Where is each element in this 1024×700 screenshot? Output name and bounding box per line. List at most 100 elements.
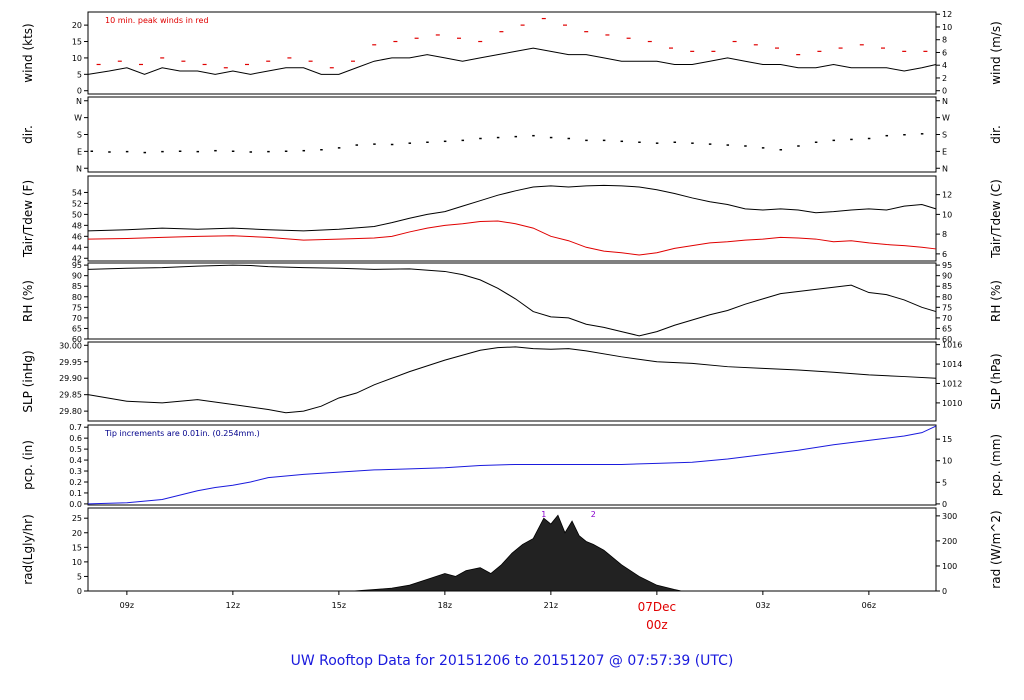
rh-left-tick-label: 60 <box>72 335 82 344</box>
dir-right-tick-label: S <box>942 131 947 140</box>
wind-ylabel-left: wind (kts) <box>21 23 35 82</box>
wind-left-tick-label: 0 <box>77 87 82 96</box>
rad-peak-label: 1 <box>541 510 546 519</box>
wind-right-tick-label: 0 <box>942 87 947 96</box>
x-tick-label: 09z <box>120 601 134 610</box>
wind-ylabel-right: wind (m/s) <box>989 21 1003 85</box>
slp-right-tick-label: 1010 <box>942 399 962 408</box>
wind-frame <box>87 11 937 95</box>
temp-left-tick-label: 54 <box>72 188 82 197</box>
slp-left-tick-label: 29.80 <box>59 407 82 416</box>
dir-point <box>655 142 659 144</box>
rad-peak-label: 2 <box>591 510 596 519</box>
temp-right-tick-label: 6 <box>942 250 947 259</box>
wind-right-tick-label: 4 <box>942 61 947 70</box>
rad-series-0 <box>352 514 682 592</box>
dir-point <box>814 141 818 143</box>
pcp-note: Tip increments are 0.01in. (0.254mm.) <box>104 429 260 438</box>
dir-point <box>885 134 889 137</box>
dir-point <box>355 144 359 146</box>
dir-left-tick-label: N <box>76 164 82 173</box>
pcp-left-tick-label: 0.7 <box>69 423 82 432</box>
x-tick-label: 06z <box>862 601 876 610</box>
dir-point <box>691 142 694 144</box>
dir-point <box>214 149 217 152</box>
pcp-frame <box>87 424 937 506</box>
wind-panel: 0 5 10 15 20 0 2 4 6 8 10 12 wind (kts) wind (m/s) 10 … <box>21 10 1003 96</box>
dir-point <box>744 145 747 147</box>
dir-point <box>585 139 588 142</box>
dir-point <box>143 151 147 154</box>
dir-point <box>920 133 924 135</box>
wind-right-tick-label: 2 <box>942 74 947 83</box>
rad-left-tick-label: 25 <box>72 514 82 523</box>
rh-left-tick-label: 95 <box>72 261 82 270</box>
pcp-right-tick-label: 5 <box>942 478 947 487</box>
dir-point <box>549 136 553 139</box>
slp-right-tick-label: 1014 <box>942 360 962 369</box>
slp-right-tick-label: 1016 <box>942 341 962 350</box>
x-tick-label: 18z <box>438 601 452 610</box>
figure-title: UW Rooftop Data for 20151206 to 20151207… <box>291 653 734 669</box>
dir-point <box>302 149 306 152</box>
dir-point <box>726 144 730 146</box>
pcp-series-0 <box>87 425 937 505</box>
dir-point <box>673 141 677 143</box>
temp-left-tick-label: 50 <box>72 210 82 219</box>
rh-left-tick-label: 80 <box>72 293 82 302</box>
pcp-right-tick-label: 15 <box>942 435 952 444</box>
slp-left-tick-label: 30.00 <box>59 341 82 350</box>
rh-right-tick-label: 70 <box>942 314 952 323</box>
dir-point <box>161 150 164 153</box>
rh-series-0 <box>87 264 937 337</box>
wind-right-tick-label: 6 <box>942 48 947 57</box>
rh-left-tick-label: 70 <box>72 314 82 323</box>
temp-left-tick-label: 46 <box>72 232 82 241</box>
rad-left-tick-label: 15 <box>72 543 82 552</box>
rh-left-tick-label: 65 <box>72 324 82 333</box>
dir-point <box>903 134 906 136</box>
pcp-right-tick-label: 10 <box>942 457 952 466</box>
wind-series-0 <box>87 47 937 75</box>
rad-right-tick-label: 0 <box>942 587 947 596</box>
wind-right-tick-label: 8 <box>942 36 947 45</box>
rh-right-tick-label: 75 <box>942 303 952 312</box>
dir-point <box>249 151 253 153</box>
slp-right-tick-label: 1012 <box>942 379 962 388</box>
rad-panel: 0 5 10 15 20 25 0 100 200 300 rad(Lgly/hr) rad (W/m… <box>21 507 1003 596</box>
rh-right-tick-label: 80 <box>942 293 952 302</box>
rh-ylabel-left: RH (%) <box>21 280 35 322</box>
slp-ylabel-left: SLP (inHg) <box>21 350 35 412</box>
dir-point <box>532 134 535 137</box>
rad-right-tick-label: 200 <box>942 537 957 546</box>
dir-right-tick-label: W <box>942 114 950 123</box>
dir-point <box>178 150 182 152</box>
dir-point <box>850 138 853 141</box>
x-date-hour-label: 00z <box>646 618 668 632</box>
dir-point <box>620 140 624 143</box>
dir-point <box>443 140 447 143</box>
dir-point <box>761 147 765 149</box>
pcp-ylabel-right: pcp. (mm) <box>989 434 1003 496</box>
dir-ylabel-left: dir. <box>21 125 35 144</box>
dir-point <box>708 143 712 145</box>
temp-series-1 <box>87 220 937 256</box>
dir-ylabel-right: dir. <box>989 125 1003 144</box>
dir-point <box>638 141 641 143</box>
x-tick-label: 15z <box>332 601 346 610</box>
pcp-left-tick-label: 0.1 <box>69 489 82 498</box>
x-date-label: 07Dec <box>638 600 677 614</box>
dir-point <box>90 150 94 152</box>
dir-point <box>373 143 376 145</box>
slp-panel: 29.80 29.85 29.90 29.95 30.00 1010 1012 1014 101… <box>21 341 1003 422</box>
rh-right-tick-label: 85 <box>942 282 952 291</box>
rad-right-tick-label: 100 <box>942 562 957 571</box>
dir-point <box>426 141 429 143</box>
pcp-panel: 0.0 0.1 0.2 0.3 0.4 0.5 0.6 0.7 0 5 10 15 pcp. (in) p… <box>21 423 1003 509</box>
dir-point <box>496 136 500 139</box>
x-tick-label: 21z <box>544 601 558 610</box>
dir-point <box>832 139 836 142</box>
dir-point <box>567 137 571 140</box>
